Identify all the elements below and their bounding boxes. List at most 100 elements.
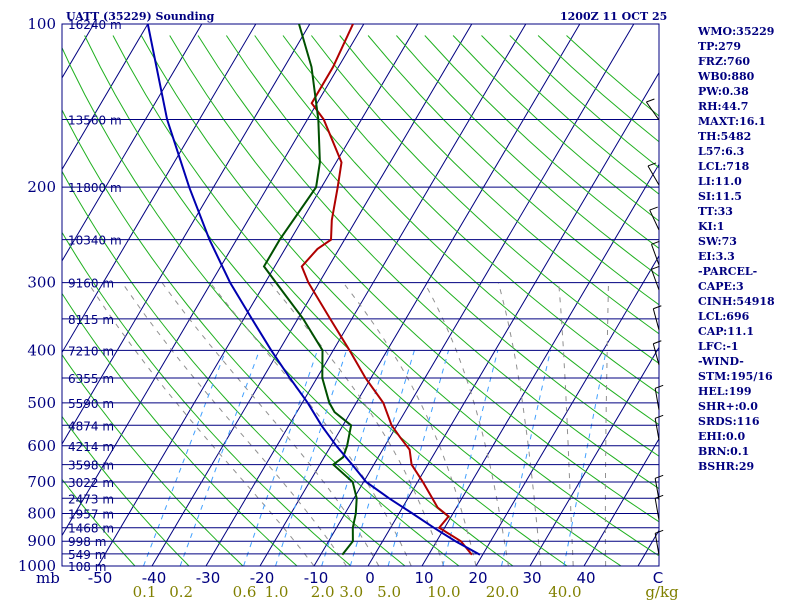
index-item: EHI:0.0 [698, 430, 746, 443]
index-item: STM:195/16 [698, 370, 773, 383]
pressure-label: 100 [27, 15, 56, 33]
moist-adiabat-line [87, 282, 315, 566]
wind-barb-flag [655, 494, 664, 499]
dry-adiabat-line [62, 478, 136, 566]
dry-adiabat-line [62, 292, 298, 566]
temperature-label: 0 [365, 569, 375, 587]
isotherm-line [583, 437, 659, 566]
index-item: TT:33 [698, 205, 733, 218]
mixing-ratio-unit-label: g/kg [645, 583, 679, 600]
mixing-ratio-label: 10.0 [427, 583, 460, 600]
isotherm-line [313, 24, 635, 566]
chart-grid [62, 24, 659, 566]
dry-adiabat-line [62, 353, 244, 566]
isotherm-line [62, 24, 149, 171]
mixing-ratio-line [179, 350, 260, 566]
height-label: 998 m [68, 535, 106, 549]
dry-adiabat-line [339, 35, 659, 335]
temperature-label: 20 [468, 569, 487, 587]
height-label: 1957 m [68, 507, 114, 521]
temperature-label: -10 [304, 569, 329, 587]
mixing-ratio-label: 0.2 [169, 583, 193, 600]
wind-barb [654, 533, 660, 556]
dry-adiabat-line [197, 35, 659, 490]
height-label: 2473 m [68, 492, 114, 506]
mixing-ratio-label: 1.0 [265, 583, 289, 600]
mixing-ratio-line [501, 350, 551, 566]
moist-adiabat-line [423, 282, 509, 566]
index-item: BSHR:29 [698, 460, 755, 473]
index-item: SHR+:0.0 [698, 400, 758, 413]
index-item: SW:73 [698, 235, 737, 248]
isotherm-line [62, 24, 365, 537]
pressure-unit-label: mb [36, 569, 60, 587]
dry-adiabat-line [282, 35, 659, 395]
pressure-label: 400 [27, 341, 56, 359]
mixing-ratio-line [349, 350, 415, 566]
height-label: 108 m [68, 560, 106, 574]
wind-barb-flag [653, 340, 662, 345]
dewpoint-trace [262, 24, 358, 556]
isotherm-line [62, 24, 203, 262]
mixing-ratio-label: 5.0 [377, 583, 401, 600]
index-item: WB0:880 [698, 70, 755, 83]
height-label: 3022 m [68, 476, 114, 490]
moist-adiabat-line [121, 282, 347, 566]
wind-barb [651, 244, 660, 266]
index-item: KI:1 [698, 220, 725, 233]
isotherm-line [151, 24, 473, 566]
isotherm-line [421, 163, 659, 566]
height-label: 4874 m [68, 419, 114, 433]
dry-adiabat-line [225, 35, 659, 457]
isotherm-line [259, 24, 581, 566]
index-item: LCL:718 [698, 160, 750, 173]
temperature-trace [300, 24, 473, 556]
wind-barb [647, 165, 660, 186]
dry-adiabat-line [311, 35, 659, 365]
isotherm-line [62, 24, 311, 445]
wind-barb [651, 269, 660, 291]
moist-adiabat-line [497, 282, 542, 566]
index-item: EI:3.3 [698, 250, 735, 263]
wind-barb [652, 308, 660, 331]
temperature-label: -40 [142, 569, 167, 587]
moist-adiabat-line [269, 282, 445, 566]
dry-adiabat-line [62, 108, 460, 566]
index-item: CINH:54918 [698, 295, 775, 308]
dry-adiabat-line [169, 35, 659, 523]
index-item: BRN:0.1 [698, 445, 750, 458]
height-label: 11800 m [68, 181, 122, 195]
wind-barb [654, 498, 660, 521]
wind-barb-flag [655, 414, 664, 419]
wind-barb [652, 343, 660, 366]
height-label: 5590 m [68, 397, 114, 411]
index-item: L57:6.3 [698, 145, 745, 158]
index-item: FRZ:760 [698, 55, 751, 68]
pressure-label: 600 [27, 437, 56, 455]
dry-adiabat-line [62, 415, 190, 566]
isotherm-line [529, 346, 659, 566]
mixing-ratio-line [275, 350, 348, 566]
mixing-ratio-label: 3.0 [339, 583, 363, 600]
mixing-ratio-line [387, 350, 450, 566]
index-item: TH:5482 [698, 130, 752, 143]
temperature-label: -20 [250, 569, 275, 587]
mixing-ratio-line [143, 350, 227, 566]
height-label: 8115 m [68, 313, 114, 327]
index-item: RH:44.7 [698, 100, 749, 113]
height-label: 13560 m [68, 113, 122, 127]
dry-adiabat-line [367, 35, 659, 306]
height-label: 6355 m [68, 372, 114, 386]
temperature-label: 40 [576, 569, 595, 587]
index-item: TP:279 [698, 40, 742, 53]
isotherm-line [205, 24, 527, 566]
wind-barb-flag [655, 529, 664, 534]
mixing-ratio-label: 20.0 [486, 583, 519, 600]
temperature-label: 10 [414, 569, 433, 587]
time-title: 1200Z 11 OCT 25 [560, 10, 667, 23]
index-item: SI:11.5 [698, 190, 742, 203]
wind-barb-flag [647, 162, 657, 167]
mixing-ratio-label: 0.1 [133, 583, 157, 600]
isotherm-line [367, 71, 659, 566]
